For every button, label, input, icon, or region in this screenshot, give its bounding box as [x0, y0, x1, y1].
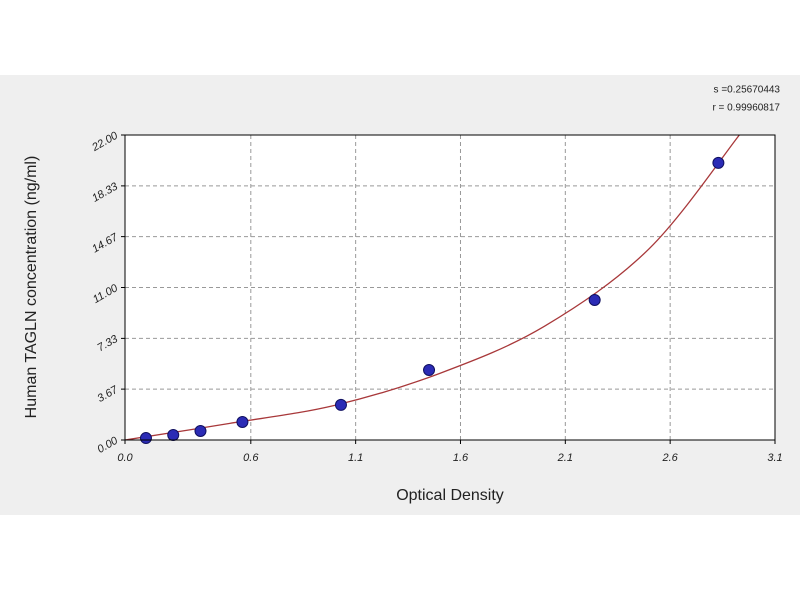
x-tick-label: 2.1 [557, 452, 573, 464]
annotation: s =0.25670443 [714, 85, 781, 96]
fit-curve [124, 134, 740, 441]
marks [124, 134, 740, 445]
x-tick-label: 1.1 [348, 452, 363, 464]
data-point [236, 415, 249, 428]
data-point [588, 293, 601, 306]
x-tick-label: 3.1 [767, 452, 782, 464]
x-tick-label: 1.6 [453, 452, 469, 464]
data-point [194, 424, 207, 437]
x-axis-title: Optical Density [396, 487, 504, 504]
data-point [139, 432, 152, 445]
data-point [334, 398, 347, 411]
y-axis-title: Human TAGLN concentration (ng/ml) [23, 156, 40, 419]
data-point [423, 363, 436, 376]
x-tick-label: 0.6 [243, 452, 259, 464]
x-tick-label: 0.0 [117, 452, 133, 464]
data-point [712, 156, 725, 169]
annotation: r = 0.99960817 [712, 103, 780, 114]
x-tick-label: 2.6 [662, 452, 679, 464]
data-point [167, 429, 180, 442]
